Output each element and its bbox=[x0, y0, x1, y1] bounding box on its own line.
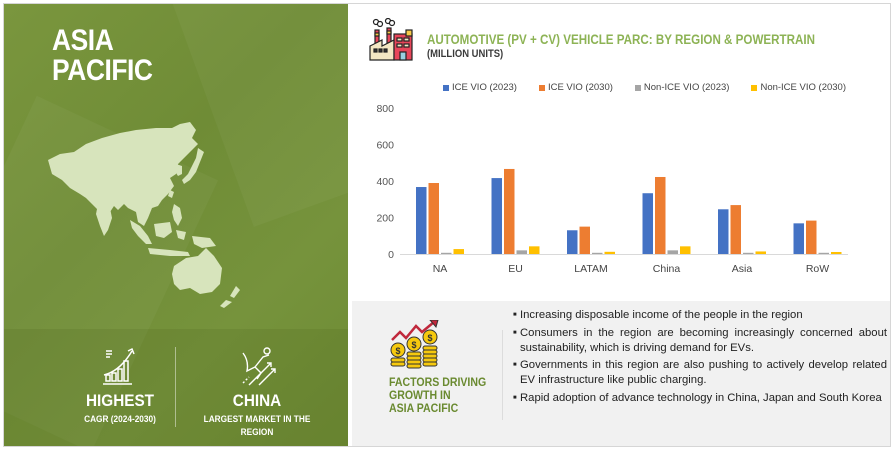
bullet-icon: ■ bbox=[513, 362, 517, 368]
bar bbox=[831, 251, 842, 254]
bar bbox=[504, 168, 515, 254]
infographic-frame bbox=[3, 3, 891, 447]
bar bbox=[730, 205, 741, 254]
x-tick-label: EU bbox=[508, 263, 523, 275]
bar bbox=[491, 178, 502, 254]
bar bbox=[516, 250, 527, 254]
x-tick-label: LATAM bbox=[574, 263, 607, 275]
bullet-icon: ■ bbox=[513, 329, 517, 336]
growth-bar-chart-icon bbox=[103, 347, 135, 385]
region-panel bbox=[4, 4, 348, 446]
region-title: ASIA PACIFIC bbox=[52, 24, 153, 87]
legend-swatch-icon bbox=[443, 84, 449, 91]
svg-text:$: $ bbox=[427, 333, 432, 343]
bar bbox=[453, 249, 464, 254]
bar bbox=[642, 193, 653, 254]
bar bbox=[655, 176, 666, 254]
bar bbox=[743, 252, 754, 254]
legend-item: ICE VIO (2023) bbox=[443, 82, 517, 93]
stat-label: LARGEST MARKET IN THE REGION bbox=[203, 414, 311, 437]
legend-swatch-icon bbox=[634, 84, 641, 91]
bar bbox=[818, 252, 829, 254]
bar bbox=[428, 183, 439, 254]
bar-chart: 0 200 400 600 800 NA EU LATAM China Asia RoW bbox=[376, 103, 848, 275]
x-tick-label: RoW bbox=[806, 263, 829, 275]
bar bbox=[718, 209, 729, 254]
y-tick-label: 800 bbox=[376, 103, 394, 115]
list-item: ■ Increasing disposable income of the pe… bbox=[513, 309, 803, 321]
chart-title: AUTOMOTIVE (PV + CV) VEHICLE PARC: BY RE… bbox=[427, 32, 816, 47]
legend-swatch-icon bbox=[538, 84, 545, 91]
factors-panel bbox=[352, 301, 890, 446]
bullet-icon: ■ bbox=[513, 312, 517, 318]
list-item: ■ Governments in this region are also pu… bbox=[513, 359, 887, 386]
bullet-icon: ■ bbox=[513, 394, 517, 401]
bar bbox=[579, 226, 590, 254]
stat-highest-cagr: HIGHEST CAGR (2024-2030) bbox=[40, 345, 200, 426]
factory-icon bbox=[369, 18, 413, 61]
x-tick-label: Asia bbox=[732, 263, 753, 275]
svg-text:$: $ bbox=[411, 340, 416, 350]
bar bbox=[416, 187, 427, 254]
svg-text:$: $ bbox=[395, 346, 400, 356]
factors-heading: FACTORS DRIVING GROWTH IN ASIA PACIFIC bbox=[389, 375, 487, 415]
bar bbox=[604, 251, 615, 254]
x-tick-label: NA bbox=[433, 263, 448, 275]
y-tick-label: 400 bbox=[376, 176, 394, 188]
list-item: ■ Consumers in the region are becoming i… bbox=[513, 326, 887, 354]
money-growth-icon: $ $ $ bbox=[390, 320, 439, 369]
x-tick-label: China bbox=[653, 263, 681, 275]
factors-divider bbox=[502, 330, 503, 420]
list-item: ■ Rapid adoption of advance technology i… bbox=[513, 391, 882, 404]
chart-legend: ICE VIO (2023) ICE VIO (2030) Non-ICE VI… bbox=[443, 82, 846, 93]
stat-largest-market: CHINA LARGEST MARKET IN THE REGION bbox=[182, 345, 332, 439]
bar bbox=[755, 251, 766, 254]
bar bbox=[806, 220, 817, 254]
stat-value: HIGHEST bbox=[85, 391, 155, 410]
legend-item: Non-ICE VIO (2023) bbox=[634, 82, 729, 93]
factors-list: ■ Increasing disposable income of the pe… bbox=[513, 308, 887, 408]
bar bbox=[667, 250, 678, 254]
bar bbox=[567, 230, 578, 254]
bar bbox=[592, 252, 603, 254]
bar bbox=[680, 246, 691, 254]
asia-pacific-map bbox=[48, 122, 240, 308]
stats-divider bbox=[175, 347, 176, 427]
bar bbox=[529, 246, 540, 254]
legend-item: Non-ICE VIO (2030) bbox=[751, 82, 846, 93]
legend-swatch-icon bbox=[751, 84, 758, 91]
legend-item: ICE VIO (2030) bbox=[538, 82, 613, 93]
bar bbox=[793, 223, 804, 254]
y-tick-label: 600 bbox=[376, 140, 394, 152]
stats-band bbox=[4, 329, 348, 446]
y-tick-label: 0 bbox=[388, 249, 394, 261]
chart-subtitle: (MILLION UNITS) bbox=[427, 48, 504, 60]
stat-value: CHINA bbox=[232, 391, 282, 410]
flying-hero-icon bbox=[242, 347, 276, 386]
y-tick-label: 200 bbox=[376, 213, 394, 225]
bar bbox=[441, 252, 452, 254]
stat-label: CAGR (2024-2030) bbox=[84, 414, 156, 424]
